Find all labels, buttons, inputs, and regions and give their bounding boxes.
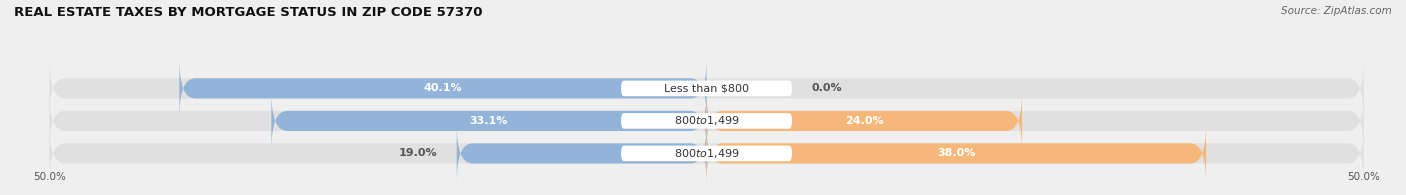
FancyBboxPatch shape [621, 146, 792, 161]
FancyBboxPatch shape [707, 124, 1206, 182]
FancyBboxPatch shape [621, 113, 792, 129]
Text: 0.0%: 0.0% [811, 83, 842, 93]
FancyBboxPatch shape [707, 92, 1022, 150]
FancyBboxPatch shape [49, 59, 1364, 117]
FancyBboxPatch shape [457, 124, 707, 182]
Text: $800 to $1,499: $800 to $1,499 [673, 147, 740, 160]
FancyBboxPatch shape [49, 124, 1364, 182]
Text: Source: ZipAtlas.com: Source: ZipAtlas.com [1281, 6, 1392, 16]
Text: 24.0%: 24.0% [845, 116, 883, 126]
FancyBboxPatch shape [271, 92, 707, 150]
Text: 19.0%: 19.0% [398, 148, 437, 158]
Text: Less than $800: Less than $800 [664, 83, 749, 93]
Text: 40.1%: 40.1% [423, 83, 463, 93]
Text: 38.0%: 38.0% [938, 148, 976, 158]
Text: 33.1%: 33.1% [470, 116, 508, 126]
Text: REAL ESTATE TAXES BY MORTGAGE STATUS IN ZIP CODE 57370: REAL ESTATE TAXES BY MORTGAGE STATUS IN … [14, 6, 482, 19]
FancyBboxPatch shape [621, 81, 792, 96]
FancyBboxPatch shape [180, 59, 707, 117]
FancyBboxPatch shape [49, 92, 1364, 150]
Text: $800 to $1,499: $800 to $1,499 [673, 114, 740, 127]
